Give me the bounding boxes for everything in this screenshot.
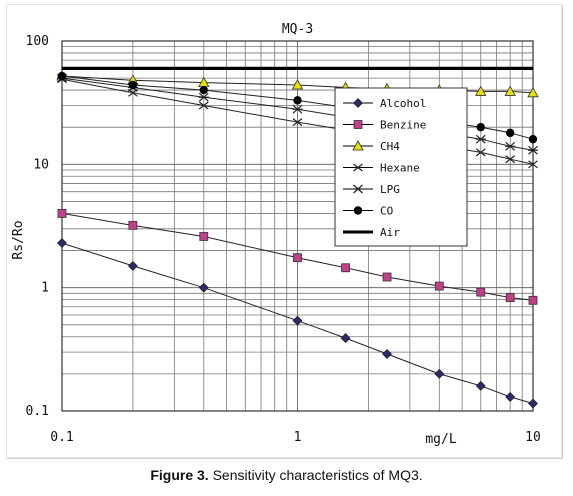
data-point-alcohol	[57, 238, 67, 248]
data-point-lpg	[292, 104, 303, 114]
series-benzine	[57, 209, 538, 305]
legend-marker-co	[353, 206, 363, 215]
data-point-ch4	[291, 79, 304, 90]
legend-marker-hexane	[353, 163, 363, 172]
y-axis-label: Rs/Ro	[11, 220, 26, 259]
data-point-alcohol	[198, 282, 209, 293]
data-point-lpg	[528, 145, 538, 155]
legend-marker-alcohol	[353, 98, 363, 108]
data-point-co	[476, 123, 485, 132]
data-point-hexane	[475, 148, 486, 157]
y-tick-label: 0.1	[26, 404, 49, 419]
legend-label-hexane: Hexane	[380, 162, 420, 175]
legend-label-co: CO	[380, 205, 393, 218]
legend: Alcohol Benzine CH4 Hexane LPG CO Air	[334, 87, 468, 247]
data-point-alcohol	[292, 315, 303, 326]
data-point-co	[505, 128, 515, 138]
caption-text: Sensitivity characteristics of MQ3.	[212, 467, 423, 483]
plot-frame	[61, 40, 534, 412]
data-point-lpg	[505, 141, 516, 151]
legend-label-alcohol: Alcohol	[380, 97, 426, 110]
y-tick-label: 1	[41, 281, 49, 296]
data-point-benzine	[57, 209, 67, 218]
data-point-lpg	[475, 134, 486, 144]
data-point-ch4	[504, 85, 516, 96]
data-point-alcohol	[434, 368, 445, 379]
legend-marker-benzine	[353, 120, 363, 129]
series-line-benzine	[61, 212, 534, 301]
x-tick-label: 10	[525, 430, 541, 445]
data-point-co	[293, 96, 302, 105]
legend-marker-ch4	[352, 140, 364, 151]
data-point-ch4	[527, 87, 539, 98]
data-point-benzine	[199, 232, 209, 241]
chart-title: MQ-3	[282, 22, 313, 37]
legend-label-ch4: CH4	[380, 140, 400, 153]
data-point-benzine	[476, 287, 486, 297]
legend-label-benzine: Benzine	[380, 119, 426, 132]
caption-label: Figure 3.	[150, 467, 209, 483]
data-point-alcohol	[340, 333, 351, 344]
data-point-co	[128, 80, 138, 90]
series-line-alcohol	[61, 242, 534, 404]
data-point-benzine	[505, 293, 515, 303]
data-point-alcohol	[127, 261, 138, 271]
x-tick-label: 0.1	[50, 430, 73, 445]
data-point-alcohol	[382, 349, 392, 359]
data-point-benzine	[382, 272, 392, 282]
figure-caption: Figure 3. Sensitivity characteristics of…	[0, 467, 573, 483]
data-point-lpg	[198, 92, 209, 102]
data-point-co	[528, 134, 538, 144]
data-point-alcohol	[505, 392, 516, 402]
chart: MQ-3 100 10 1 0.10.1 1 10 Rs/Ro mg/L Alcohol Benzi…	[11, 22, 541, 447]
x-axis-label: mg/L	[425, 432, 456, 447]
data-point-benzine	[528, 295, 538, 305]
data-point-alcohol	[528, 398, 538, 409]
data-point-hexane	[528, 160, 538, 169]
series-co	[57, 71, 538, 144]
data-point-benzine	[128, 220, 138, 230]
data-point-ch4	[475, 85, 487, 96]
legend-label-lpg: LPG	[380, 183, 400, 196]
data-point-hexane	[198, 101, 209, 110]
data-point-co	[57, 71, 67, 81]
legend-label-air: Air	[380, 226, 400, 239]
series-alcohol	[57, 238, 538, 409]
data-point-hexane	[292, 118, 303, 127]
data-point-benzine	[434, 281, 444, 291]
data-point-alcohol	[475, 380, 486, 391]
data-point-benzine	[341, 263, 350, 273]
data-point-benzine	[293, 253, 302, 263]
x-tick-label: 1	[294, 430, 302, 445]
y-tick-label: 10	[33, 157, 49, 172]
y-tick-label: 100	[26, 34, 49, 49]
legend-marker-lpg	[353, 184, 363, 194]
data-point-hexane	[505, 155, 516, 164]
data-point-co	[199, 85, 208, 95]
